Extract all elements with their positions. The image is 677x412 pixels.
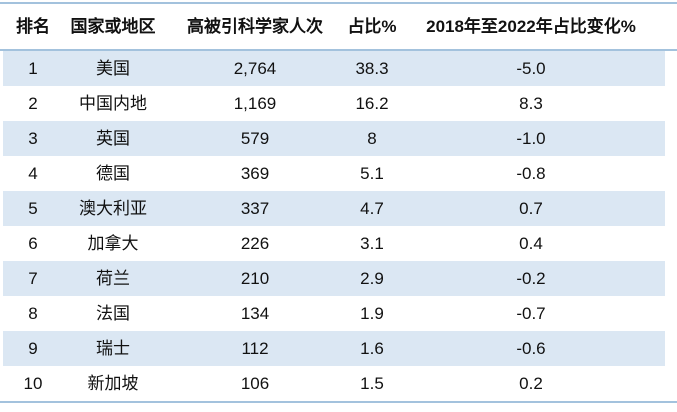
cell-share: 16.2 (355, 94, 389, 113)
cell-change: 0.7 (519, 199, 543, 218)
column-header-country: 国家或地区 (70, 17, 156, 36)
cell-change: -0.6 (516, 339, 546, 358)
cell-country: 澳大利亚 (79, 199, 147, 218)
cell-rank: 3 (28, 129, 38, 148)
cell-rank: 4 (28, 164, 38, 183)
table-row: 2 中国内地 1,169 16.2 8.3 (3, 86, 665, 121)
column-header-rank: 排名 (16, 17, 50, 36)
cell-rank: 9 (28, 339, 38, 358)
cell-share: 1.6 (360, 339, 384, 358)
cell-rank: 5 (28, 199, 38, 218)
cell-rank: 10 (23, 374, 43, 393)
cell-change: -1.0 (516, 129, 546, 148)
column-header-count: 高被引科学家人次 (187, 17, 323, 36)
cell-count: 337 (240, 199, 270, 218)
header-separator-line (0, 49, 677, 51)
column-header-share: 占比% (347, 17, 397, 36)
table-header-row: 排名 国家或地区 高被引科学家人次 占比% 2018年至2022年占比变化% (3, 4, 665, 49)
cell-rank: 7 (28, 269, 38, 288)
cell-share: 2.9 (360, 269, 384, 288)
cell-rank: 8 (28, 304, 38, 323)
cited-scientists-table: 排名 国家或地区 高被引科学家人次 占比% 2018年至2022年占比变化% 1… (0, 4, 677, 401)
table-row: 5 澳大利亚 337 4.7 0.7 (3, 191, 665, 226)
cell-country: 法国 (96, 304, 130, 323)
cell-rank: 1 (28, 59, 38, 78)
cell-change: -5.0 (516, 59, 546, 78)
cell-change: -0.8 (516, 164, 546, 183)
table-row: 4 德国 369 5.1 -0.8 (3, 156, 665, 191)
cell-share: 4.7 (360, 199, 384, 218)
cell-share: 1.5 (360, 374, 384, 393)
cell-rank: 2 (28, 94, 38, 113)
cell-share: 8 (367, 129, 377, 148)
table-row: 7 荷兰 210 2.9 -0.2 (3, 261, 665, 296)
cell-change: 8.3 (519, 94, 543, 113)
table-row: 10 新加坡 106 1.5 0.2 (3, 366, 665, 401)
table-body: 1 美国 2,764 38.3 -5.0 2 中国内地 1,169 16.2 8.3 3 英国 579 8… (3, 51, 665, 401)
cell-count: 106 (240, 374, 270, 393)
table-top-border (0, 2, 677, 4)
cell-count: 134 (240, 304, 270, 323)
table-bottom-border (0, 401, 677, 403)
cell-change: 0.4 (519, 234, 543, 253)
table-row: 1 美国 2,764 38.3 -5.0 (3, 51, 665, 86)
column-header-change: 2018年至2022年占比变化% (426, 17, 636, 36)
cell-count: 579 (240, 129, 270, 148)
cell-share: 1.9 (360, 304, 384, 323)
cell-count: 112 (241, 339, 269, 358)
cell-country: 英国 (96, 129, 130, 148)
cell-share: 5.1 (360, 164, 384, 183)
cell-country: 新加坡 (87, 374, 139, 393)
cell-change: -0.7 (516, 304, 546, 323)
table-row: 8 法国 134 1.9 -0.7 (3, 296, 665, 331)
cell-count: 1,169 (233, 94, 277, 113)
table-row: 9 瑞士 112 1.6 -0.6 (3, 331, 665, 366)
cell-country: 中国内地 (79, 94, 147, 113)
cell-share: 38.3 (355, 59, 389, 78)
cell-country: 荷兰 (96, 269, 130, 288)
cell-country: 加拿大 (87, 234, 139, 253)
cell-country: 美国 (96, 59, 130, 78)
cell-share: 3.1 (360, 234, 384, 253)
table-row: 3 英国 579 8 -1.0 (3, 121, 665, 156)
table-row: 6 加拿大 226 3.1 0.4 (3, 226, 665, 261)
cell-count: 226 (240, 234, 270, 253)
cell-country: 瑞士 (96, 339, 130, 358)
cell-country: 德国 (96, 164, 130, 183)
cell-change: 0.2 (519, 374, 543, 393)
cell-count: 369 (240, 164, 270, 183)
cell-rank: 6 (28, 234, 38, 253)
cell-count: 2,764 (233, 59, 277, 78)
cell-count: 210 (240, 269, 270, 288)
cell-change: -0.2 (516, 269, 546, 288)
